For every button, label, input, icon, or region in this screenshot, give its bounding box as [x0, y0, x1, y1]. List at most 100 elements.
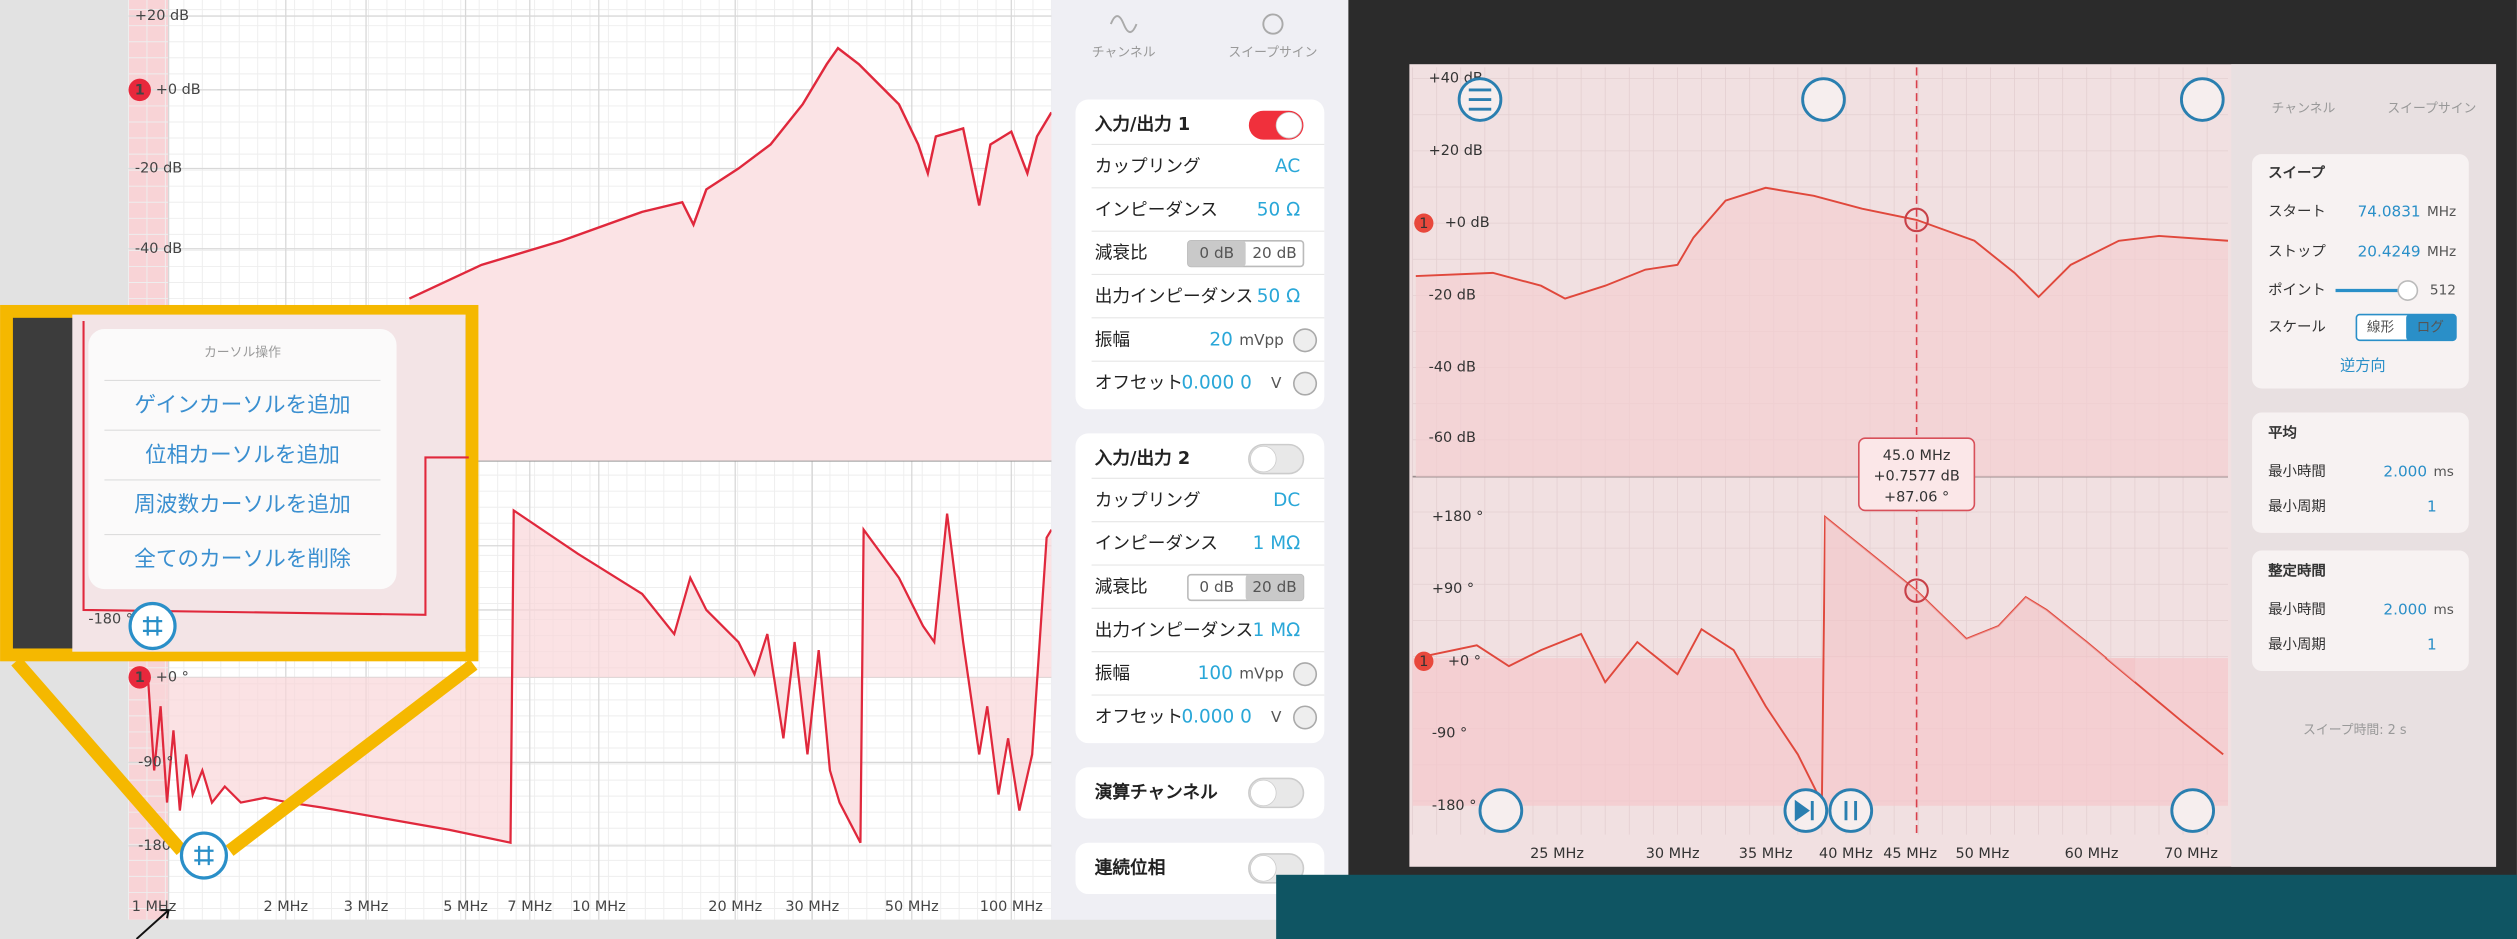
gain-curve — [1415, 186, 2229, 300]
round-button[interactable] — [2170, 788, 2215, 833]
cursor-point — [1904, 207, 1929, 233]
marker — [1414, 651, 1434, 671]
label: AC — [1275, 156, 1300, 177]
label: インピーダンス — [1095, 533, 1218, 554]
label: +87.06 ° — [1884, 490, 1949, 506]
zoom-line — [11, 657, 187, 855]
label: 10 MHz — [572, 899, 626, 915]
toggle-knob[interactable] — [1250, 779, 1277, 807]
button-icon — [1468, 88, 1492, 111]
grid-button[interactable] — [128, 601, 177, 651]
label: MHz — [2427, 204, 2456, 220]
label: スイープ — [2268, 164, 2325, 181]
label: 1 MΩ — [1253, 533, 1301, 554]
marker — [128, 666, 151, 689]
label: 1 — [2427, 636, 2437, 654]
bottom-strip — [0, 919, 1349, 939]
gain-curve — [408, 46, 1053, 300]
label: -180 ° — [1432, 798, 1477, 814]
label: 45 MHz — [1883, 846, 1937, 862]
label: 20 — [1209, 329, 1232, 350]
label: 出力インピーダンス — [1095, 286, 1253, 307]
label: 周波数カーソルを追加 — [134, 493, 351, 518]
label: スイープ時間: 2 s — [2303, 723, 2407, 738]
label: チャンネル — [2272, 102, 2336, 117]
toggle-knob[interactable] — [1250, 855, 1277, 882]
popup-curve — [82, 321, 469, 616]
label: 振幅 — [1095, 663, 1130, 684]
label: 入力/出力 2 — [1095, 447, 1190, 469]
label: 出力インピーダンス — [1095, 620, 1253, 641]
label: 3 MHz — [344, 899, 389, 915]
label: 25 MHz — [1530, 846, 1584, 862]
segment-selected — [1187, 240, 1246, 267]
toggle-knob[interactable] — [1250, 445, 1277, 473]
label: チャンネル — [1092, 45, 1156, 60]
label: 20.4249 — [2358, 243, 2421, 261]
label: 0.000 0 — [1181, 706, 1251, 727]
label: 20 dB — [1252, 244, 1296, 262]
round-button[interactable] — [1478, 788, 1524, 833]
label: 50 MHz — [885, 899, 939, 915]
label: 最小時間 — [2268, 601, 2326, 618]
label: スイープサイン — [1228, 45, 1317, 60]
label: オフセット — [1095, 707, 1183, 727]
label: 30 MHz — [1646, 846, 1700, 862]
label: -40 dB — [1429, 360, 1476, 376]
label: インピーダンス — [1095, 199, 1218, 220]
label: 2.000 — [2383, 600, 2427, 618]
adjust-button[interactable] — [1293, 371, 1318, 396]
photo-bottom — [1276, 874, 2517, 939]
label: 入力/出力 1 — [1095, 113, 1190, 135]
label: 0.000 0 — [1181, 373, 1251, 394]
cursor-box — [1858, 437, 1976, 512]
label: 平均 — [2268, 423, 2297, 441]
label: 振幅 — [1095, 329, 1130, 350]
label: mVpp — [1239, 665, 1284, 683]
popup-menu — [88, 329, 397, 590]
label: 40 MHz — [1819, 846, 1873, 862]
label: ログ — [2417, 319, 2445, 335]
label: 1 MΩ — [1253, 620, 1301, 641]
adjust-button[interactable] — [1293, 328, 1318, 353]
grid-button[interactable] — [179, 831, 229, 880]
label: 2 MHz — [263, 899, 308, 915]
toggle-knob[interactable] — [1275, 111, 1303, 139]
label: +90 ° — [1432, 581, 1474, 597]
adjust-button[interactable] — [1293, 705, 1318, 730]
label: V — [1271, 374, 1282, 392]
label: +0 ° — [1448, 653, 1481, 669]
label: 60 MHz — [2065, 846, 2119, 862]
label: +0 ° — [156, 669, 189, 685]
label: +180 ° — [1432, 509, 1483, 525]
label: -40 dB — [135, 241, 182, 257]
label: +0 dB — [1445, 215, 1490, 231]
label: 100 MHz — [980, 899, 1043, 915]
button-icon — [1794, 799, 1858, 822]
round-button[interactable] — [1828, 788, 1874, 833]
label: ポイント — [2268, 282, 2326, 299]
label: 1 — [1419, 654, 1428, 670]
round-button[interactable] — [1801, 77, 1846, 122]
label: V — [1271, 708, 1282, 726]
label: 全てのカーソルを削除 — [134, 547, 351, 572]
cursor-point — [1904, 578, 1929, 603]
grid-icon — [194, 845, 214, 866]
label: 1 — [135, 670, 145, 686]
label: -20 dB — [1429, 287, 1476, 303]
label: 減衰比 — [1095, 576, 1148, 597]
label: 50 Ω — [1257, 199, 1300, 220]
phase-curve — [1415, 514, 2224, 803]
slider-knob[interactable] — [2397, 280, 2419, 301]
label: 74.0831 — [2358, 202, 2421, 220]
round-button[interactable] — [2180, 77, 2225, 122]
adjust-button[interactable] — [1293, 662, 1318, 687]
label: 50 Ω — [1257, 286, 1300, 307]
label: 1 — [2427, 498, 2437, 516]
label: 0 dB — [1199, 578, 1234, 596]
label: 512 — [2430, 283, 2456, 299]
label: -60 dB — [1429, 430, 1476, 446]
label: 最小時間 — [2268, 463, 2326, 480]
label: 50 MHz — [1955, 846, 2009, 862]
